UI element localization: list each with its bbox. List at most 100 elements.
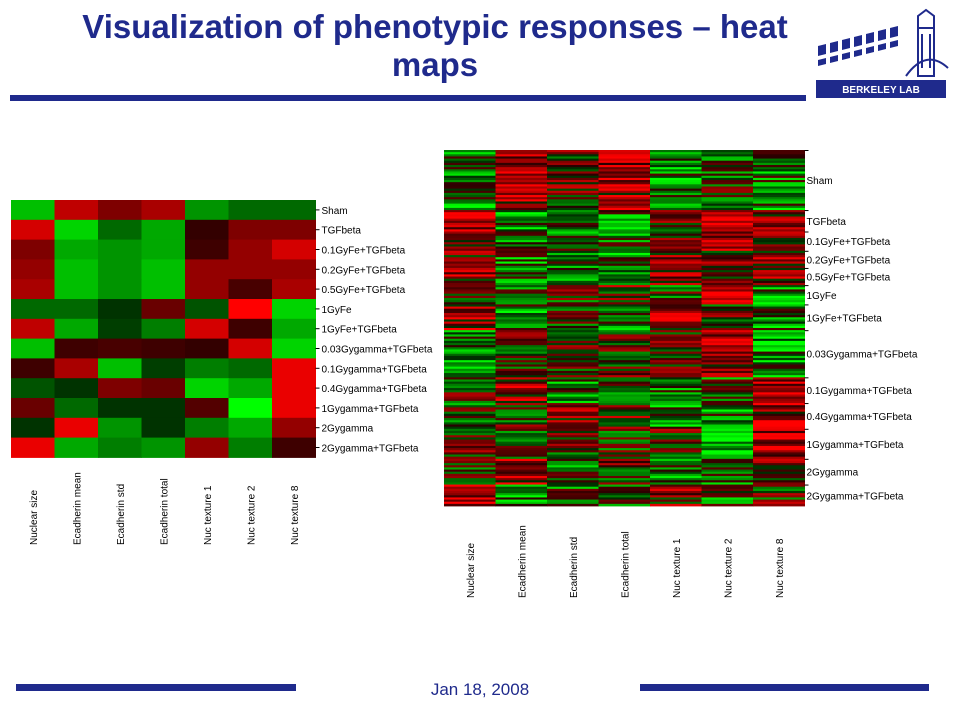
heatmap-cell xyxy=(547,486,599,490)
heatmap-cell xyxy=(753,201,805,205)
heatmap-cell xyxy=(54,259,99,280)
heatmap-cell xyxy=(598,201,651,205)
heatmap-cell xyxy=(753,385,805,389)
heatmap-cell xyxy=(650,499,702,503)
heatmap-cell xyxy=(495,323,548,327)
heatmap-cell xyxy=(444,287,496,290)
heatmap-cell xyxy=(547,437,599,440)
heatmap-cell xyxy=(444,375,496,378)
heatmap-cell xyxy=(272,358,316,379)
heatmap-cell xyxy=(495,497,548,500)
heatmap-cell xyxy=(650,231,702,235)
heatmap-cell xyxy=(753,435,805,438)
heatmap-cell xyxy=(650,415,702,419)
heatmap-cell xyxy=(598,503,651,507)
heatmap-cell xyxy=(701,330,754,333)
heatmap-cell xyxy=(495,180,548,183)
heatmap-cell xyxy=(444,291,496,295)
heatmap-cell xyxy=(598,233,651,237)
heatmap-cell xyxy=(444,478,496,481)
heatmap-cell xyxy=(701,195,754,198)
heatmap-cell xyxy=(547,186,599,190)
heatmap-cell xyxy=(185,437,229,458)
heatmap-cell xyxy=(547,400,599,404)
heatmap-cell xyxy=(753,304,805,307)
heatmap-cell xyxy=(547,398,599,402)
heatmap-cell xyxy=(444,471,496,475)
heatmap-cell xyxy=(598,480,651,483)
heatmap-cell xyxy=(701,478,754,481)
row-label: 1Gygamma+TGFbeta xyxy=(807,440,904,451)
heatmap-cell xyxy=(547,289,599,292)
heatmap-cell xyxy=(598,407,651,410)
heatmap-cell xyxy=(547,448,599,451)
heatmap-cell xyxy=(650,448,702,451)
heatmap-cell xyxy=(753,285,805,288)
heatmap-cell xyxy=(444,282,496,286)
heatmap-cell xyxy=(495,255,548,258)
heatmap-cell xyxy=(701,158,754,162)
heatmap-cell xyxy=(701,156,754,159)
heatmap-cell xyxy=(495,319,548,322)
heatmap-cell xyxy=(598,205,651,209)
heatmap-left: Sham TGFbeta 0.1GyFe+TGFbeta 0.2GyFe+TGFbet… xyxy=(11,200,433,545)
heatmap-cell xyxy=(547,403,599,406)
heatmap-cell xyxy=(444,246,496,250)
heatmap-cell xyxy=(650,400,702,404)
heatmap-cell xyxy=(547,160,599,164)
heatmap-cell xyxy=(54,338,99,359)
heatmap-cell xyxy=(185,398,229,419)
heatmap-cell xyxy=(650,385,702,389)
heatmap-cell xyxy=(753,287,805,290)
heatmap-cell xyxy=(495,237,548,241)
heatmap-cell xyxy=(753,422,805,425)
heatmap-cell xyxy=(701,351,754,355)
heatmap-cell xyxy=(753,398,805,402)
heatmap-cell xyxy=(598,259,651,262)
heatmap-cell xyxy=(650,345,702,348)
heatmap-cell xyxy=(598,499,651,503)
heatmap-cell xyxy=(598,456,651,460)
heatmap-cell xyxy=(598,347,651,350)
heatmap-cell xyxy=(650,255,702,258)
heatmap-cell xyxy=(495,437,548,440)
heatmap-cell xyxy=(547,439,599,443)
heatmap-cell xyxy=(495,308,548,312)
heatmap-cell xyxy=(650,218,702,222)
heatmap-cell xyxy=(753,272,805,275)
footer-date: Jan 18, 2008 xyxy=(430,680,530,699)
heatmap-cell xyxy=(547,328,599,331)
heatmap-cell xyxy=(495,405,548,408)
heatmap-cell xyxy=(650,497,702,500)
heatmap-cell xyxy=(701,274,754,277)
heatmap-cell xyxy=(753,430,805,434)
heatmap-cell xyxy=(753,156,805,159)
heatmap-cell xyxy=(495,171,548,174)
heatmap-cell xyxy=(701,445,754,449)
heatmap-cell xyxy=(495,471,548,475)
row-label: 0.1GyFe+TGFbeta xyxy=(322,246,406,257)
heatmap-cell xyxy=(650,263,702,267)
heatmap-cell xyxy=(598,280,651,284)
heatmap-cell xyxy=(753,411,805,415)
heatmap-cell xyxy=(598,261,651,265)
heatmap-cell xyxy=(753,184,805,187)
heatmap-cell xyxy=(272,378,316,399)
row-label: Sham xyxy=(322,206,348,217)
heatmap-cell xyxy=(701,210,754,213)
heatmap-cell xyxy=(753,246,805,250)
heatmap-cell xyxy=(495,261,548,265)
heatmap-cell xyxy=(547,388,599,391)
heatmap-cell xyxy=(701,407,754,410)
heatmap-cell xyxy=(444,332,496,335)
heatmap-cell xyxy=(444,373,496,376)
heatmap-cell xyxy=(598,403,651,406)
heatmap-cell xyxy=(495,306,548,310)
heatmap-cell xyxy=(495,310,548,314)
heatmap-cell xyxy=(753,315,805,318)
heatmap-cell xyxy=(701,160,754,164)
heatmap-cell xyxy=(598,443,651,447)
heatmap-cell xyxy=(547,362,599,365)
heatmap-cell xyxy=(650,252,702,256)
heatmap-cell xyxy=(701,392,754,395)
